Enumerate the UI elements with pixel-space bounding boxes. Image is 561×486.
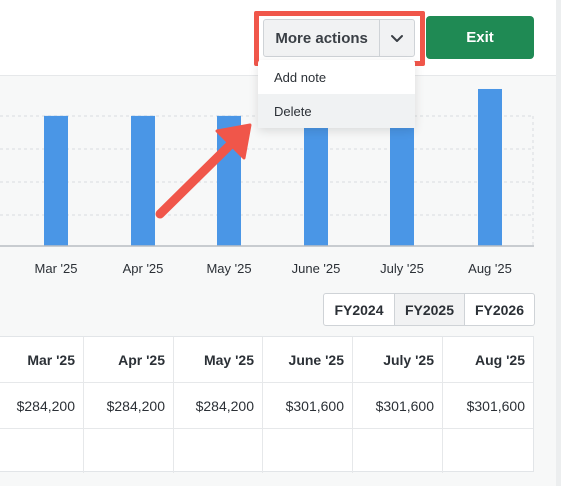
more-actions-button[interactable]: More actions [275,29,368,47]
monthly-values-table: Mar '25 Apr '25 May '25 June '25 July '2… [0,336,534,473]
table-cell[interactable] [84,429,174,473]
table-cell[interactable]: $301,600 [263,383,353,428]
fy-option-2024[interactable]: FY2024 [334,301,384,318]
more-actions-split-button: More actions [263,19,415,57]
x-axis-tick-label: May '25 [206,261,252,276]
column-header: July '25 [353,337,443,382]
table-cell[interactable]: $301,600 [353,383,443,428]
table-cell[interactable]: $284,200 [84,383,174,428]
chevron-down-icon [391,34,404,42]
x-axis-tick-label: June '25 [291,261,341,276]
table-cell[interactable]: $301,600 [466,397,525,414]
table-row: $284,200 $284,200 $284,200 $301,600 $301… [0,383,533,429]
column-header: Aug '25 [474,351,525,368]
x-axis-tick-label: Aug '25 [468,261,512,276]
chart-bar[interactable] [217,115,241,246]
chart-bar[interactable] [478,88,502,247]
scroll-edge [556,0,561,486]
table-cell[interactable]: $284,200 [0,383,84,428]
more-actions-toggle[interactable] [379,20,414,56]
x-axis-tick-label: Apr '25 [122,261,164,276]
column-header: May '25 [174,337,263,382]
fy-option-2026[interactable]: FY2026 [464,294,534,325]
table-cell[interactable] [174,429,263,473]
table-row [0,429,533,473]
menu-item-delete[interactable]: Delete [258,94,415,128]
table-cell[interactable] [353,429,443,473]
column-header: June '25 [263,337,353,382]
table-header-row: Mar '25 Apr '25 May '25 June '25 July '2… [0,337,533,383]
fiscal-year-selector: FY2024 FY2025 FY2026 [323,293,535,326]
column-header: Apr '25 [84,337,174,382]
chart-bar[interactable] [131,115,155,246]
exit-button[interactable]: Exit [426,16,534,59]
column-header: Mar '25 [0,337,84,382]
table-cell[interactable] [263,429,353,473]
menu-item-add-note[interactable]: Add note [274,69,327,85]
chart-bar[interactable] [44,115,68,246]
table-cell[interactable]: $284,200 [174,383,263,428]
x-axis-tick-label: Mar '25 [34,261,78,276]
table-cell[interactable] [443,429,533,473]
fy-option-2025[interactable]: FY2025 [394,294,464,325]
more-actions-menu: Add note Delete [258,60,415,128]
x-axis-tick-label: July '25 [380,261,424,276]
table-cell[interactable] [0,429,84,473]
